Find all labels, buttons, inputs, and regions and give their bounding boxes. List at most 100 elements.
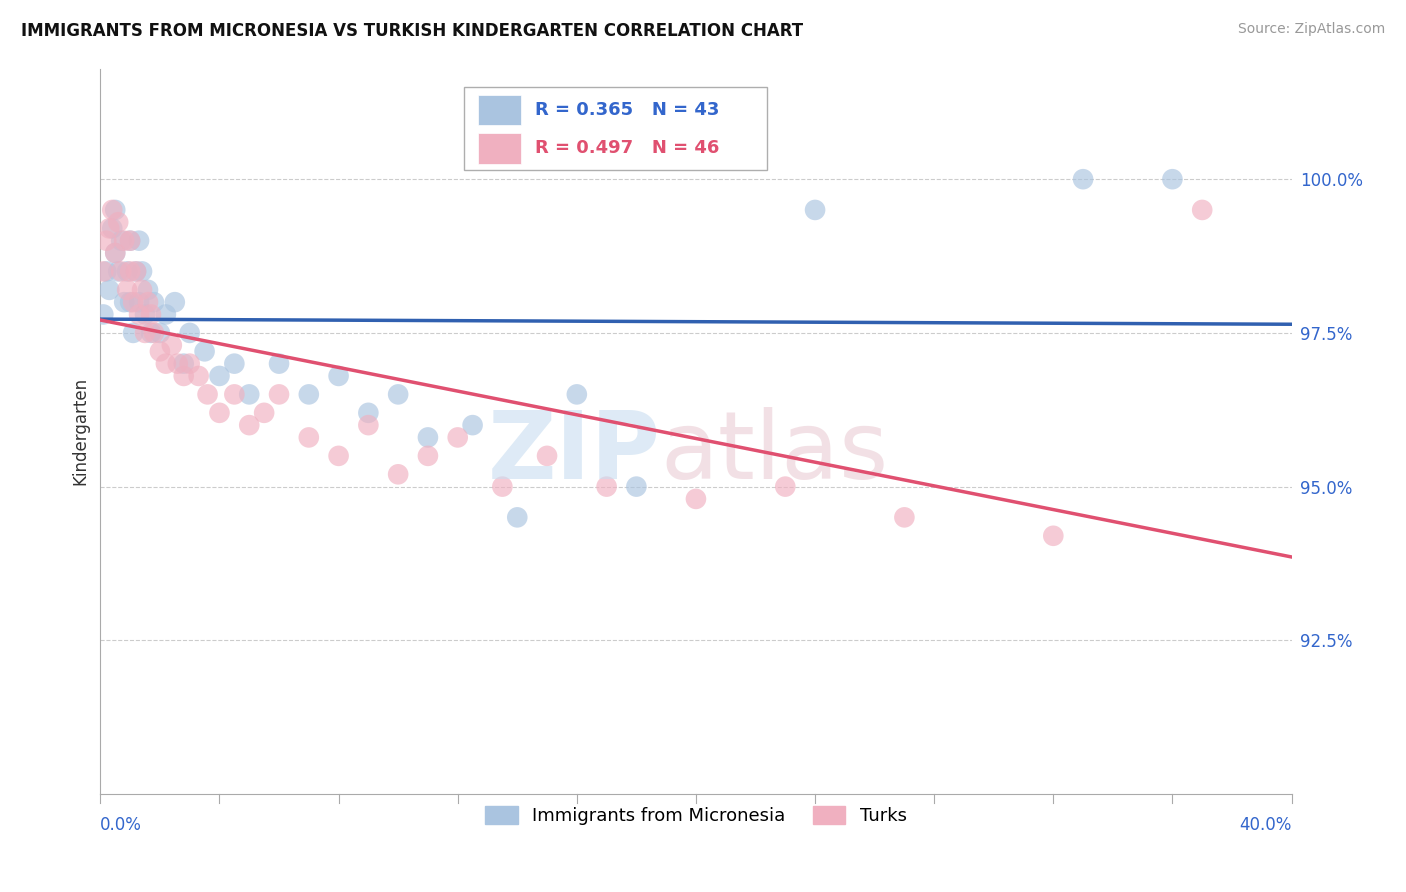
Point	[197, 387, 219, 401]
Point	[125, 264, 148, 278]
Point	[122, 295, 145, 310]
Point	[179, 326, 201, 340]
Point	[115, 283, 138, 297]
Point	[328, 449, 350, 463]
Point	[134, 326, 156, 340]
Point	[107, 215, 129, 229]
Point	[136, 283, 159, 297]
Text: IMMIGRANTS FROM MICRONESIA VS TURKISH KINDERGARTEN CORRELATION CHART: IMMIGRANTS FROM MICRONESIA VS TURKISH KI…	[21, 22, 803, 40]
FancyBboxPatch shape	[478, 133, 520, 163]
Point	[104, 246, 127, 260]
Point	[238, 418, 260, 433]
Point	[565, 387, 588, 401]
Point	[149, 344, 172, 359]
Text: atlas: atlas	[661, 407, 889, 499]
Text: 0.0%: 0.0%	[100, 815, 142, 833]
Point	[416, 430, 439, 444]
Text: R = 0.365   N = 43: R = 0.365 N = 43	[536, 101, 720, 119]
Point	[91, 308, 114, 322]
Point	[173, 368, 195, 383]
Point	[1071, 172, 1094, 186]
Point	[142, 295, 165, 310]
Text: 40.0%: 40.0%	[1239, 815, 1292, 833]
Point	[194, 344, 217, 359]
Point	[893, 510, 915, 524]
FancyBboxPatch shape	[464, 87, 768, 170]
Point	[1191, 202, 1213, 217]
Point	[357, 418, 380, 433]
Point	[224, 357, 246, 371]
Point	[139, 326, 162, 340]
Point	[506, 510, 529, 524]
Point	[447, 430, 470, 444]
Point	[110, 264, 132, 278]
Point	[131, 264, 153, 278]
Point	[491, 480, 513, 494]
Point	[685, 491, 707, 506]
Point	[267, 357, 290, 371]
Point	[120, 234, 142, 248]
Point	[173, 357, 195, 371]
Point	[357, 406, 380, 420]
Point	[238, 387, 260, 401]
Point	[416, 449, 439, 463]
Point	[128, 234, 150, 248]
Point	[179, 357, 201, 371]
Point	[98, 283, 121, 297]
Point	[149, 326, 172, 340]
Point	[120, 295, 142, 310]
Point	[267, 387, 290, 401]
Point	[208, 406, 231, 420]
Point	[224, 387, 246, 401]
Point	[595, 480, 617, 494]
Point	[128, 295, 150, 310]
Point	[536, 449, 558, 463]
Point	[166, 357, 188, 371]
Point	[155, 308, 177, 322]
Point	[142, 326, 165, 340]
Point	[101, 202, 124, 217]
Point	[107, 264, 129, 278]
Point	[139, 308, 162, 322]
Point	[387, 467, 409, 482]
Point	[120, 234, 142, 248]
Point	[98, 221, 121, 235]
Point	[208, 368, 231, 383]
Point	[136, 295, 159, 310]
Point	[96, 264, 118, 278]
Point	[91, 264, 114, 278]
Point	[110, 234, 132, 248]
Point	[115, 264, 138, 278]
Point	[125, 264, 148, 278]
Point	[160, 338, 183, 352]
Point	[128, 308, 150, 322]
Point	[328, 368, 350, 383]
Point	[155, 357, 177, 371]
Point	[626, 480, 648, 494]
Point	[120, 264, 142, 278]
Y-axis label: Kindergarten: Kindergarten	[72, 377, 89, 485]
Point	[112, 234, 135, 248]
Point	[775, 480, 797, 494]
Legend: Immigrants from Micronesia, Turks: Immigrants from Micronesia, Turks	[478, 798, 914, 832]
Point	[112, 295, 135, 310]
Text: R = 0.497   N = 46: R = 0.497 N = 46	[536, 139, 720, 157]
Point	[96, 234, 118, 248]
Text: ZIP: ZIP	[488, 407, 661, 499]
FancyBboxPatch shape	[478, 95, 520, 125]
Point	[134, 308, 156, 322]
Point	[1161, 172, 1184, 186]
Point	[298, 387, 321, 401]
Point	[104, 246, 127, 260]
Point	[804, 202, 827, 217]
Point	[104, 202, 127, 217]
Point	[131, 283, 153, 297]
Point	[1042, 529, 1064, 543]
Point	[387, 387, 409, 401]
Point	[122, 326, 145, 340]
Point	[461, 418, 484, 433]
Point	[187, 368, 209, 383]
Point	[253, 406, 276, 420]
Point	[298, 430, 321, 444]
Point	[163, 295, 186, 310]
